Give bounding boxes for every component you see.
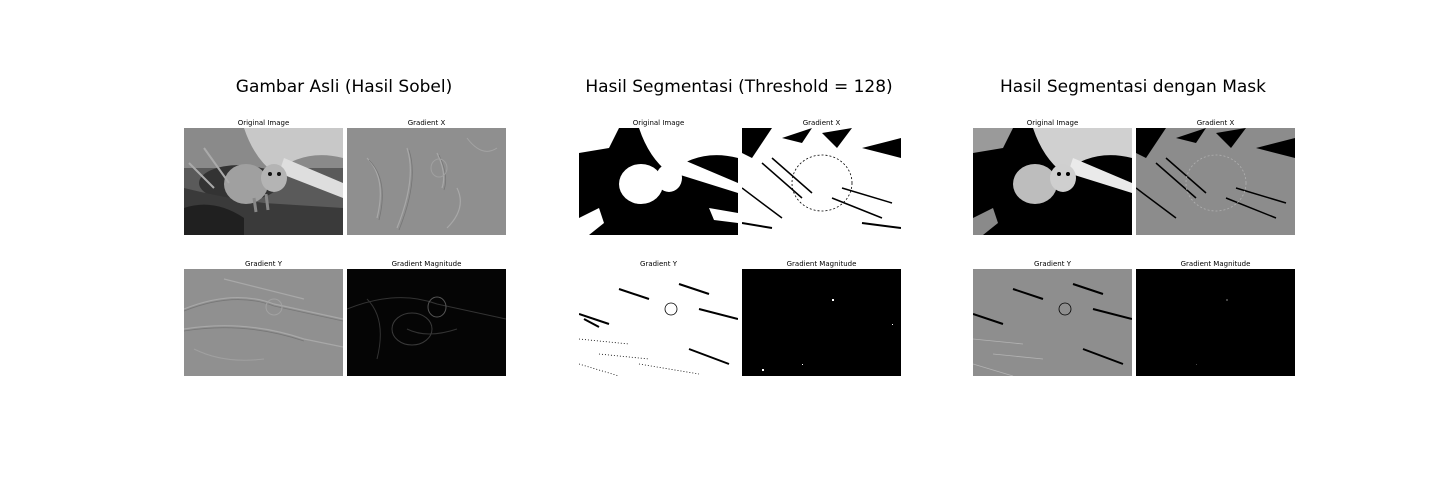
tile-label: Gradient Magnitude — [786, 260, 857, 268]
masked-gradient-x-image — [1136, 128, 1295, 235]
panel-title: Gambar Asli (Hasil Sobel) — [235, 77, 453, 97]
tile-label: Gradient X — [1196, 119, 1235, 127]
panel-masked-segmentation: Hasil Segmentasi dengan Mask Original Im… — [953, 0, 1313, 500]
gradient-y-image — [184, 269, 343, 376]
tile-label: Original Image — [237, 119, 290, 127]
panel-threshold-segmentation: Hasil Segmentasi (Threshold = 128) Origi… — [559, 0, 919, 500]
binary-original-image — [579, 128, 738, 235]
binary-gradient-magnitude-image — [742, 269, 901, 376]
gradient-magnitude-image — [347, 269, 506, 376]
tile-label: Gradient Magnitude — [391, 260, 462, 268]
otter-photo — [184, 128, 343, 235]
panel-title: Hasil Segmentasi (Threshold = 128) — [585, 77, 893, 97]
masked-gradient-magnitude-image — [1136, 269, 1295, 376]
panel-title: Hasil Segmentasi dengan Mask — [999, 77, 1266, 97]
binary-gradient-y-image — [579, 269, 738, 376]
tile-label: Gradient Y — [245, 260, 282, 268]
tile-label: Gradient X — [407, 119, 446, 127]
binary-gradient-x-image — [742, 128, 901, 235]
masked-gradient-y-image — [973, 269, 1132, 376]
tile-label: Gradient Y — [640, 260, 677, 268]
gradient-x-image — [347, 128, 506, 235]
tile-label: Gradient X — [802, 119, 841, 127]
tile-label: Original Image — [1026, 119, 1079, 127]
masked-original-image — [973, 128, 1132, 235]
tile-label: Original Image — [632, 119, 685, 127]
tile-label: Gradient Magnitude — [1180, 260, 1251, 268]
panel-original-sobel: Gambar Asli (Hasil Sobel) Original Image… — [164, 0, 524, 500]
tile-label: Gradient Y — [1034, 260, 1071, 268]
